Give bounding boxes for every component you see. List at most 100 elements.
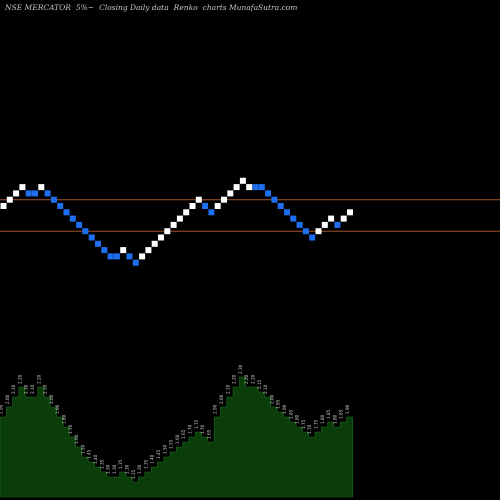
up-brick bbox=[340, 215, 347, 222]
down-brick bbox=[57, 203, 64, 209]
down-brick bbox=[44, 190, 51, 197]
volume-value-label: 1.45 bbox=[156, 449, 161, 459]
volume-value-label: 1.80 bbox=[62, 414, 67, 424]
down-brick bbox=[126, 253, 133, 260]
down-brick bbox=[309, 234, 316, 241]
volume-value-label: 1.90 bbox=[55, 404, 60, 414]
chart-header: NSE MERCATOR 5%~ Closing Daily data Renko ch… bbox=[5, 3, 302, 12]
up-brick bbox=[0, 203, 7, 209]
down-brick bbox=[88, 234, 95, 241]
down-brick bbox=[202, 203, 209, 209]
up-brick bbox=[321, 221, 328, 228]
up-brick bbox=[158, 234, 164, 241]
down-brick bbox=[32, 190, 38, 197]
volume-value-label: 1.40 bbox=[93, 454, 98, 464]
up-brick bbox=[214, 203, 221, 209]
down-brick bbox=[50, 196, 57, 203]
volume-value-label: 1.35 bbox=[143, 459, 148, 469]
down-brick bbox=[82, 228, 89, 235]
down-brick bbox=[271, 196, 278, 203]
up-brick bbox=[221, 196, 227, 203]
volume-value-label: 2.20 bbox=[17, 374, 22, 384]
up-brick bbox=[145, 247, 152, 254]
up-brick bbox=[139, 253, 146, 260]
down-brick bbox=[296, 221, 303, 228]
volume-value-label: 2.15 bbox=[257, 379, 262, 389]
volume-value-label: 2.10 bbox=[263, 384, 268, 394]
volume-value-label: 1.50 bbox=[162, 444, 167, 454]
volume-value-label: 1.75 bbox=[314, 419, 319, 429]
up-brick bbox=[239, 177, 246, 184]
data-info-label: Closing Daily data bbox=[99, 3, 169, 12]
volume-value-label: 1.90 bbox=[345, 404, 350, 414]
volume-value-label: 2.00 bbox=[5, 394, 10, 404]
up-brick bbox=[38, 184, 45, 191]
down-brick bbox=[101, 247, 108, 254]
up-brick bbox=[328, 215, 335, 222]
up-brick bbox=[6, 196, 13, 203]
volume-value-label: 1.25 bbox=[131, 469, 136, 479]
volume-value-label: 1.80 bbox=[295, 414, 300, 424]
down-brick bbox=[208, 209, 215, 216]
down-brick bbox=[302, 228, 309, 235]
volume-value-label: 1.80 bbox=[332, 414, 337, 424]
volume-value-label: 1.65 bbox=[181, 429, 186, 439]
volume-value-label: 1.75 bbox=[301, 419, 306, 429]
up-brick bbox=[164, 228, 171, 235]
down-brick bbox=[265, 190, 272, 197]
volume-value-label: 2.10 bbox=[11, 384, 16, 394]
volume-value-label: 2.10 bbox=[43, 384, 48, 394]
volume-value-label: 1.95 bbox=[276, 399, 281, 409]
chart-name-label: Renko bbox=[173, 3, 198, 12]
volume-value-label: 1.60 bbox=[74, 434, 79, 444]
up-brick bbox=[13, 190, 20, 197]
volume-value-label: 1.35 bbox=[99, 459, 104, 469]
change-label: 5%~ bbox=[75, 3, 95, 12]
down-brick bbox=[284, 209, 290, 216]
volume-value-label: 1.90 bbox=[213, 404, 218, 414]
volume-value-label: 1.70 bbox=[200, 424, 205, 434]
volume-value-label: 1.30 bbox=[106, 464, 111, 474]
up-brick bbox=[315, 228, 322, 235]
down-brick bbox=[132, 259, 139, 266]
down-brick bbox=[277, 203, 284, 209]
down-brick bbox=[69, 215, 76, 222]
volume-value-label: 1.90 bbox=[0, 404, 4, 414]
down-brick bbox=[113, 253, 120, 260]
volume-value-label: 1.45 bbox=[87, 449, 92, 459]
down-brick bbox=[76, 221, 83, 228]
down-brick bbox=[107, 253, 114, 260]
volume-value-label: 1.80 bbox=[320, 414, 325, 424]
volume-value-label: 1.35 bbox=[118, 459, 123, 469]
up-brick bbox=[347, 209, 353, 216]
volume-value-label: 1.65 bbox=[206, 429, 211, 439]
volume-value-label: 2.00 bbox=[219, 394, 224, 404]
up-brick bbox=[170, 221, 177, 228]
volume-value-label: 1.40 bbox=[150, 454, 155, 464]
down-brick bbox=[334, 221, 341, 228]
volume-value-label: 1.90 bbox=[282, 404, 287, 414]
volume-value-label: 2.20 bbox=[244, 374, 249, 384]
up-brick bbox=[233, 184, 240, 191]
volume-value-label: 1.70 bbox=[68, 424, 73, 434]
up-brick bbox=[246, 184, 253, 191]
volume-value-label: 2.20 bbox=[232, 374, 237, 384]
up-brick bbox=[227, 190, 234, 197]
down-brick bbox=[252, 184, 259, 191]
symbol-label: NSE MERCATOR bbox=[5, 3, 71, 12]
volume-value-label: 2.20 bbox=[36, 374, 41, 384]
down-brick bbox=[25, 190, 32, 197]
up-brick bbox=[195, 196, 202, 203]
up-brick bbox=[183, 209, 190, 216]
down-brick bbox=[63, 209, 70, 216]
down-brick bbox=[258, 184, 265, 191]
up-brick bbox=[19, 184, 26, 191]
volume-value-label: 2.00 bbox=[269, 394, 274, 404]
volume-value-label: 1.60 bbox=[175, 434, 180, 444]
site-label: charts MunafaSutra.com bbox=[202, 3, 298, 12]
volume-value-label: 1.50 bbox=[80, 444, 85, 454]
volume-value-label: 1.85 bbox=[339, 409, 344, 419]
up-brick bbox=[151, 240, 158, 247]
down-brick bbox=[290, 215, 297, 222]
